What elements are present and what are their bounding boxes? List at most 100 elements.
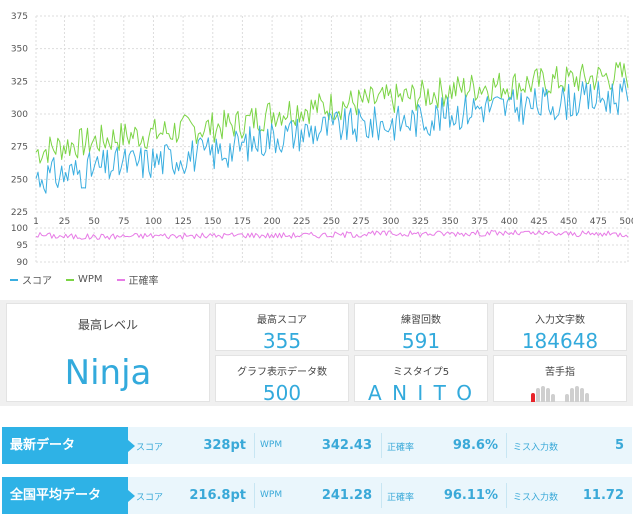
national-average-row: 全国平均データ スコア 216.8pt WPM 241.28 正確率 96.11… — [2, 477, 632, 514]
finger-right-ring — [580, 388, 584, 402]
national-average-title: 全国平均データ — [2, 477, 128, 514]
x-tick-label: 450 — [560, 217, 577, 227]
x-tick-label: 25 — [59, 217, 70, 227]
x-tick-label: 400 — [501, 217, 518, 227]
miss-top5-value: A N I T O — [368, 381, 474, 405]
practice-count-label: 練習回数 — [401, 315, 441, 326]
latest-accuracy-value: 98.6% — [452, 438, 498, 453]
x-tick-label: 500 — [619, 217, 633, 227]
chart-background — [0, 0, 633, 300]
legend-item-score: スコア — [10, 272, 52, 287]
divider — [254, 483, 255, 508]
finger-left-pinky — [531, 393, 535, 402]
y-tick-label: 375 — [11, 12, 28, 22]
legend-swatch-wpm — [66, 278, 74, 281]
avg-miss-value: 11.72 — [582, 488, 624, 503]
latest-wpm-value: 342.43 — [321, 438, 372, 453]
series-line-accuracy — [35, 229, 629, 240]
latest-data-row: 最新データ スコア 328pt WPM 342.43 正確率 98.6% ミス入… — [2, 427, 632, 464]
national-average-arrow — [128, 490, 135, 502]
best-score-value: 355 — [262, 329, 302, 353]
x-tick-label: 375 — [471, 217, 488, 227]
finger-right-thumb — [565, 394, 569, 402]
x-tick-label: 300 — [382, 217, 399, 227]
y-tick-label: 325 — [11, 77, 28, 87]
miss-top5-label: ミスタイプ5 — [392, 367, 450, 378]
x-tick-label: 100 — [145, 217, 162, 227]
y-tick-label-accuracy: 95 — [17, 241, 28, 251]
chart-legend: スコア WPM 正確率 — [10, 272, 159, 287]
y-tick-label: 275 — [11, 143, 28, 153]
x-tick-label: 250 — [323, 217, 340, 227]
x-tick-label: 225 — [293, 217, 310, 227]
weak-finger-panel: 苦手指 — [493, 355, 627, 402]
x-tick-label: 175 — [234, 217, 251, 227]
weak-finger-label: 苦手指 — [545, 367, 575, 378]
latest-miss-key: ミス入力数 — [513, 443, 559, 453]
y-tick-label-accuracy: 90 — [17, 258, 29, 268]
legend-label-score: スコア — [22, 276, 52, 287]
series-line-wpm — [35, 61, 629, 164]
graph-points-panel: グラフ表示データ数 500 — [215, 355, 349, 405]
divider — [506, 483, 507, 508]
y-tick-label: 300 — [11, 110, 28, 120]
x-tick-label: 425 — [530, 217, 547, 227]
y-tick-label: 250 — [11, 175, 28, 185]
practice-count-panel: 練習回数 591 — [354, 303, 488, 353]
avg-accuracy-key: 正確率 — [387, 493, 415, 503]
graph-points-label: グラフ表示データ数 — [237, 367, 327, 378]
x-tick-label: 475 — [590, 217, 607, 227]
x-tick-label: 50 — [88, 217, 100, 227]
max-level-value: Ninja — [64, 353, 152, 393]
avg-miss-key: ミス入力数 — [513, 493, 559, 503]
latest-wpm-key: WPM — [260, 440, 283, 450]
latest-accuracy-key: 正確率 — [387, 443, 415, 453]
legend-label-wpm: WPM — [78, 274, 103, 285]
avg-wpm-value: 241.28 — [321, 488, 372, 503]
x-tick-label: 275 — [352, 217, 369, 227]
right-hand-icon — [565, 386, 589, 402]
divider — [381, 483, 382, 508]
max-level-label: 最高レベル — [77, 318, 138, 332]
chars-typed-panel: 入力文字数 184648 — [493, 303, 627, 353]
y-tick-label-accuracy: 100 — [11, 224, 28, 234]
legend-swatch-accuracy — [116, 278, 125, 281]
practice-count-value: 591 — [401, 329, 441, 353]
avg-score-key: スコア — [136, 493, 164, 503]
divider — [506, 433, 507, 458]
best-score-panel: 最高スコア 355 — [215, 303, 349, 353]
chars-typed-label: 入力文字数 — [535, 315, 585, 326]
y-tick-label: 225 — [11, 208, 28, 218]
finger-right-index — [570, 388, 574, 402]
latest-score-key: スコア — [136, 443, 164, 453]
divider — [254, 433, 255, 458]
x-tick-label: 150 — [204, 217, 221, 227]
finger-left-middle — [541, 386, 545, 402]
x-tick-label: 200 — [263, 217, 280, 227]
x-tick-label: 350 — [441, 217, 458, 227]
avg-wpm-key: WPM — [260, 490, 283, 500]
best-score-label: 最高スコア — [257, 315, 307, 326]
left-hand-icon — [531, 386, 555, 402]
legend-item-accuracy: 正確率 — [116, 272, 159, 287]
x-tick-label: 325 — [412, 217, 429, 227]
legend-label-accuracy: 正確率 — [128, 276, 159, 287]
divider — [381, 433, 382, 458]
stats-area: 375 350 325 300 275 250 225 1 25 50 75 100 125 150 175… — [0, 0, 633, 406]
avg-score-value: 216.8pt — [189, 488, 246, 503]
finger-left-thumb — [551, 394, 555, 402]
finger-left-ring — [536, 388, 540, 402]
graph-points-value: 500 — [262, 381, 302, 405]
series-line-score — [35, 77, 629, 194]
legend-swatch-score — [10, 278, 18, 281]
latest-data-arrow — [128, 440, 135, 452]
x-tick-label: 125 — [175, 217, 192, 227]
latest-score-value: 328pt — [203, 438, 246, 453]
latest-miss-value: 5 — [614, 438, 624, 453]
chars-typed-value: 184648 — [521, 329, 599, 353]
legend-item-wpm: WPM — [66, 272, 103, 287]
finger-left-index — [546, 388, 550, 402]
finger-right-middle — [575, 386, 579, 402]
miss-top5-panel: ミスタイプ5 A N I T O — [354, 355, 488, 405]
